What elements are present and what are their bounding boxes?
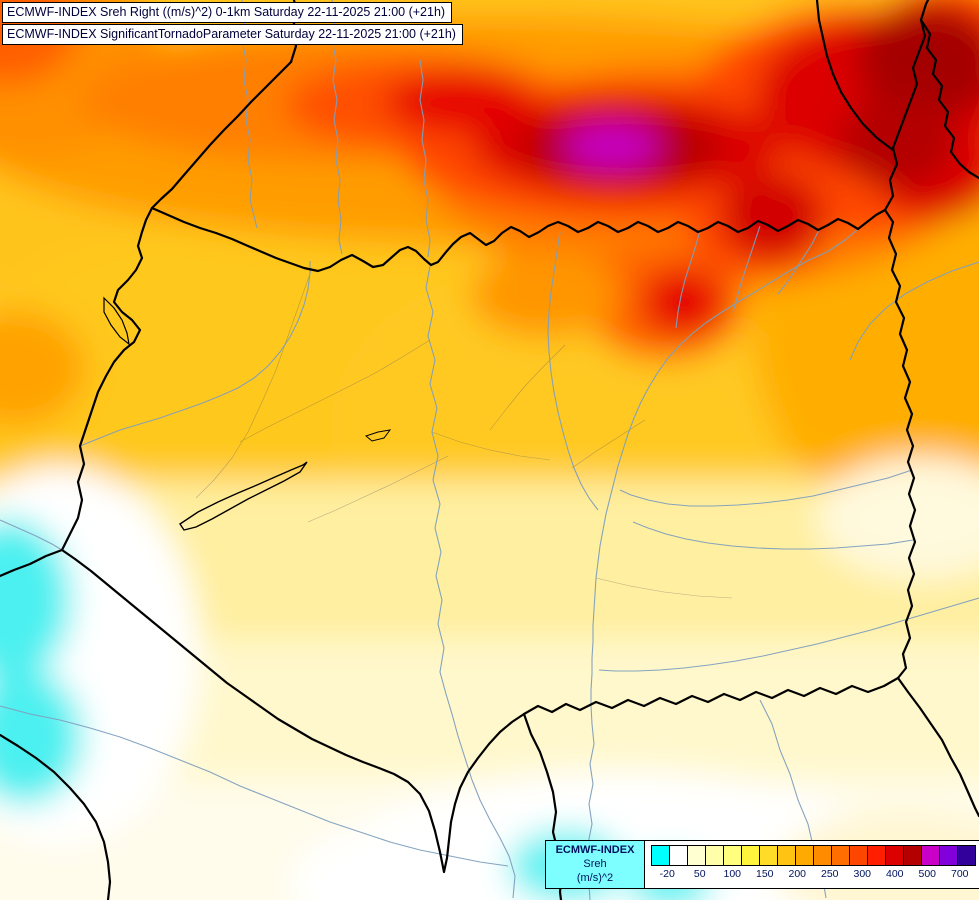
legend-tick-label: 250 <box>820 868 839 880</box>
danube-river <box>425 265 516 899</box>
legend-title: ECMWF-INDEX <box>555 844 635 856</box>
legend: ECMWF-INDEX Sreh (m/s)^2 -20 50 100 150 200 2… <box>545 840 979 889</box>
legend-swatch <box>777 845 796 866</box>
legend-ticks: -20 50 100 150 200 250 300 400 500 700 <box>651 868 976 880</box>
legend-parameter: Sreh <box>583 858 607 870</box>
legend-tick-label: 100 <box>723 868 742 880</box>
legend-tick-label: 200 <box>788 868 807 880</box>
legend-tick-label: 400 <box>885 868 904 880</box>
legend-swatch <box>759 845 778 866</box>
legend-label-box: ECMWF-INDEX Sreh (m/s)^2 <box>546 841 645 888</box>
legend-swatch <box>939 845 958 866</box>
tisza-river <box>587 225 863 900</box>
legend-swatch <box>669 845 688 866</box>
legend-units: (m/s)^2 <box>576 872 614 884</box>
legend-swatch <box>849 845 868 866</box>
legend-tick-label: -20 <box>659 868 675 880</box>
legend-swatch <box>831 845 850 866</box>
legend-scale: -20 50 100 150 200 250 300 400 500 700 <box>645 841 979 888</box>
legend-swatch <box>723 845 742 866</box>
lake-ferto <box>103 296 130 346</box>
legend-tick-label: 300 <box>853 868 872 880</box>
lake-balaton <box>179 461 308 531</box>
legend-swatch <box>903 845 922 866</box>
legend-swatch <box>867 845 886 866</box>
county-border-lines <box>195 267 733 599</box>
legend-tick-label: 700 <box>950 868 969 880</box>
legend-swatch <box>957 845 976 866</box>
legend-swatch <box>687 845 706 866</box>
legend-swatch <box>741 845 760 866</box>
map-title-line2: ECMWF-INDEX SignificantTornadoParameter … <box>2 24 463 45</box>
legend-swatch <box>885 845 904 866</box>
legend-swatch <box>651 845 670 866</box>
map-title-line1: ECMWF-INDEX Sreh Right ((m/s)^2) 0-1km S… <box>2 2 453 23</box>
legend-swatch <box>813 845 832 866</box>
legend-color-bar <box>651 845 976 866</box>
legend-tick-label: 150 <box>755 868 774 880</box>
hungary-border <box>60 206 917 874</box>
legend-swatch <box>795 845 814 866</box>
legend-tick-label: 50 <box>693 868 706 880</box>
legend-swatch <box>921 845 940 866</box>
lake-velence <box>364 429 392 442</box>
legend-swatch <box>705 845 724 866</box>
lake-outlines <box>103 296 392 531</box>
legend-tick-label: 500 <box>918 868 937 880</box>
